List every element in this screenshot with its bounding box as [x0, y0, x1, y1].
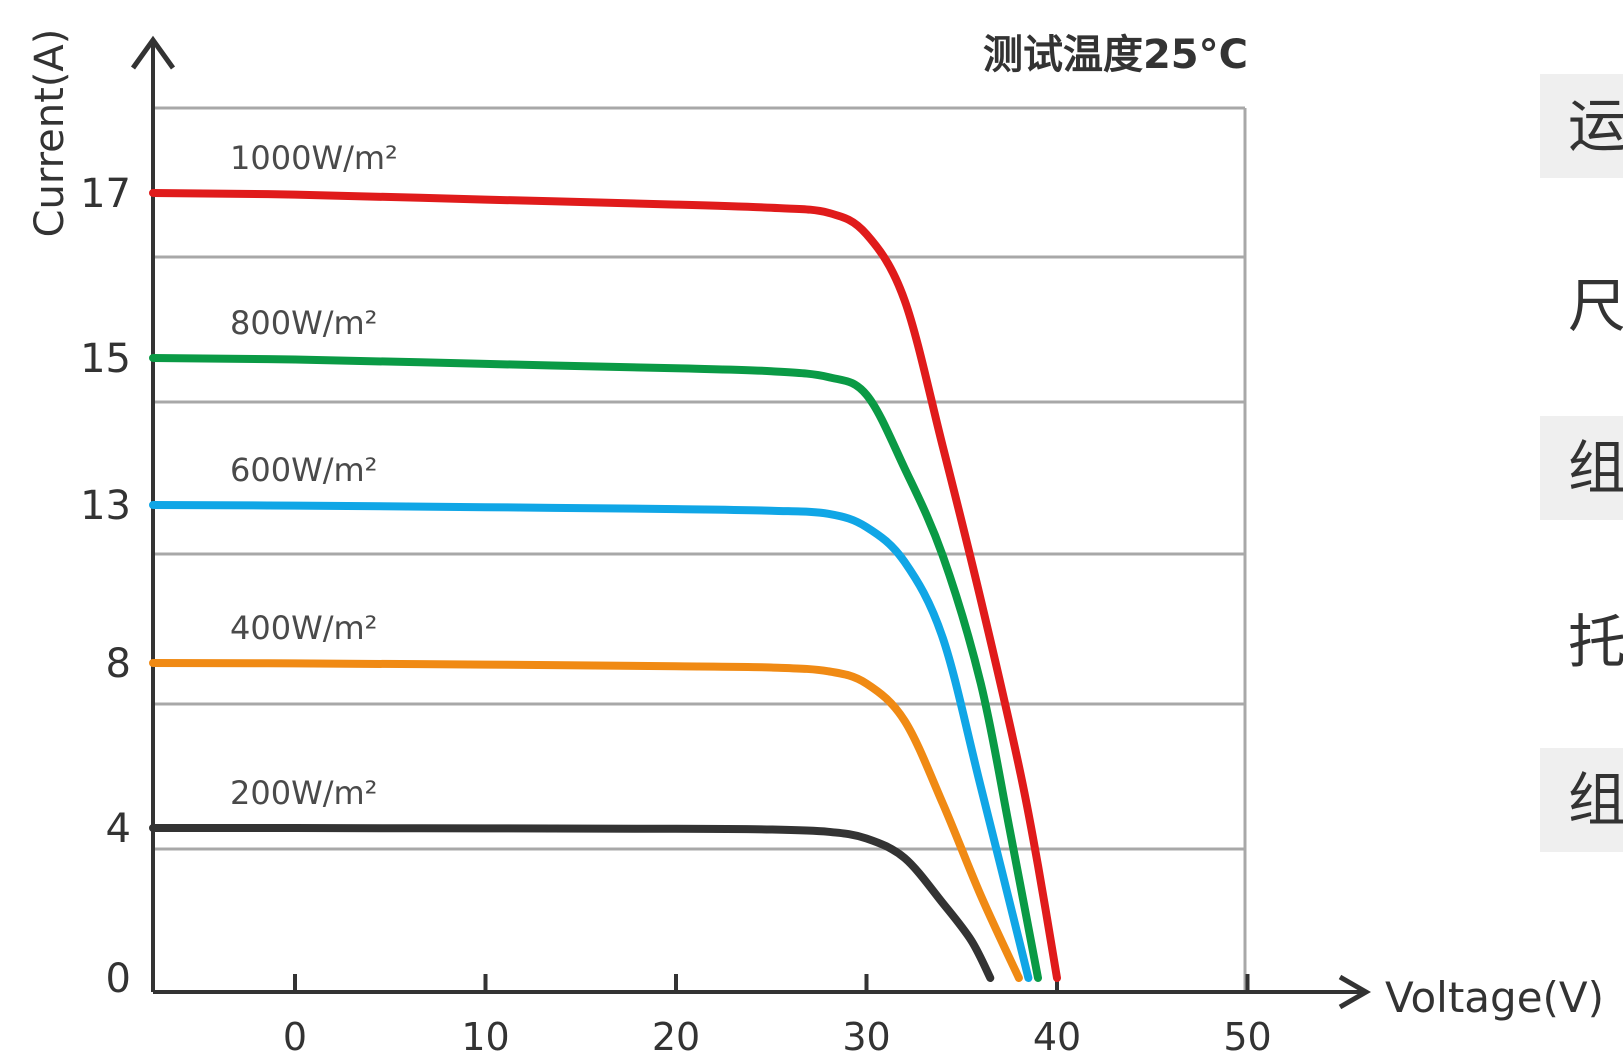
- x-tick-label: 50: [1223, 1015, 1271, 1054]
- series-line: [149, 659, 1023, 982]
- x-axis-arrow-icon: [1338, 974, 1372, 1010]
- series-line: [149, 823, 995, 982]
- side-panel-item: 组: [1540, 748, 1623, 852]
- series-line: [149, 189, 1061, 982]
- side-panel-item: 尺: [1568, 272, 1623, 340]
- y-tick-label: 4: [106, 806, 131, 852]
- test-temperature-annotation: 测试温度25°C: [983, 32, 1248, 78]
- series-line: [149, 354, 1042, 982]
- x-axis-label: Voltage(V): [1385, 973, 1604, 1022]
- side-panel-item: 运: [1540, 74, 1623, 178]
- x-tick-label: 20: [652, 1015, 700, 1054]
- y-axis-label: Current(A): [27, 29, 73, 238]
- y-axis-arrow-icon: [130, 35, 176, 70]
- series-line: [149, 501, 1033, 982]
- side-panel-item: 托: [1568, 608, 1623, 676]
- y-tick-label: 15: [80, 336, 131, 382]
- series-lines: [149, 189, 1061, 982]
- tick-labels: 0 10 20 30 40 50 0 4 8 13 15 17: [80, 171, 1272, 1054]
- series-labels: 1000W/m² 800W/m² 600W/m² 400W/m² 200W/m²: [230, 139, 398, 812]
- side-panel-item: 组: [1540, 416, 1623, 520]
- y-tick-label: 13: [80, 483, 131, 529]
- side-panel: 运 尺 组 托 组: [1540, 0, 1623, 1054]
- series-label: 200W/m²: [230, 774, 378, 812]
- series-label: 800W/m²: [230, 304, 378, 342]
- y-tick-label: 0: [106, 956, 131, 1002]
- y-tick-label: 8: [106, 641, 131, 687]
- y-tick-label: 17: [80, 171, 131, 217]
- grid: [153, 106, 1247, 992]
- axes: [130, 35, 1372, 1010]
- series-label: 1000W/m²: [230, 139, 398, 177]
- x-tick-label: 0: [283, 1015, 307, 1054]
- x-tick-label: 30: [842, 1015, 890, 1054]
- series-label: 400W/m²: [230, 609, 378, 647]
- x-tick-label: 10: [461, 1015, 509, 1054]
- x-tick-label: 40: [1033, 1015, 1081, 1054]
- series-label: 600W/m²: [230, 451, 378, 489]
